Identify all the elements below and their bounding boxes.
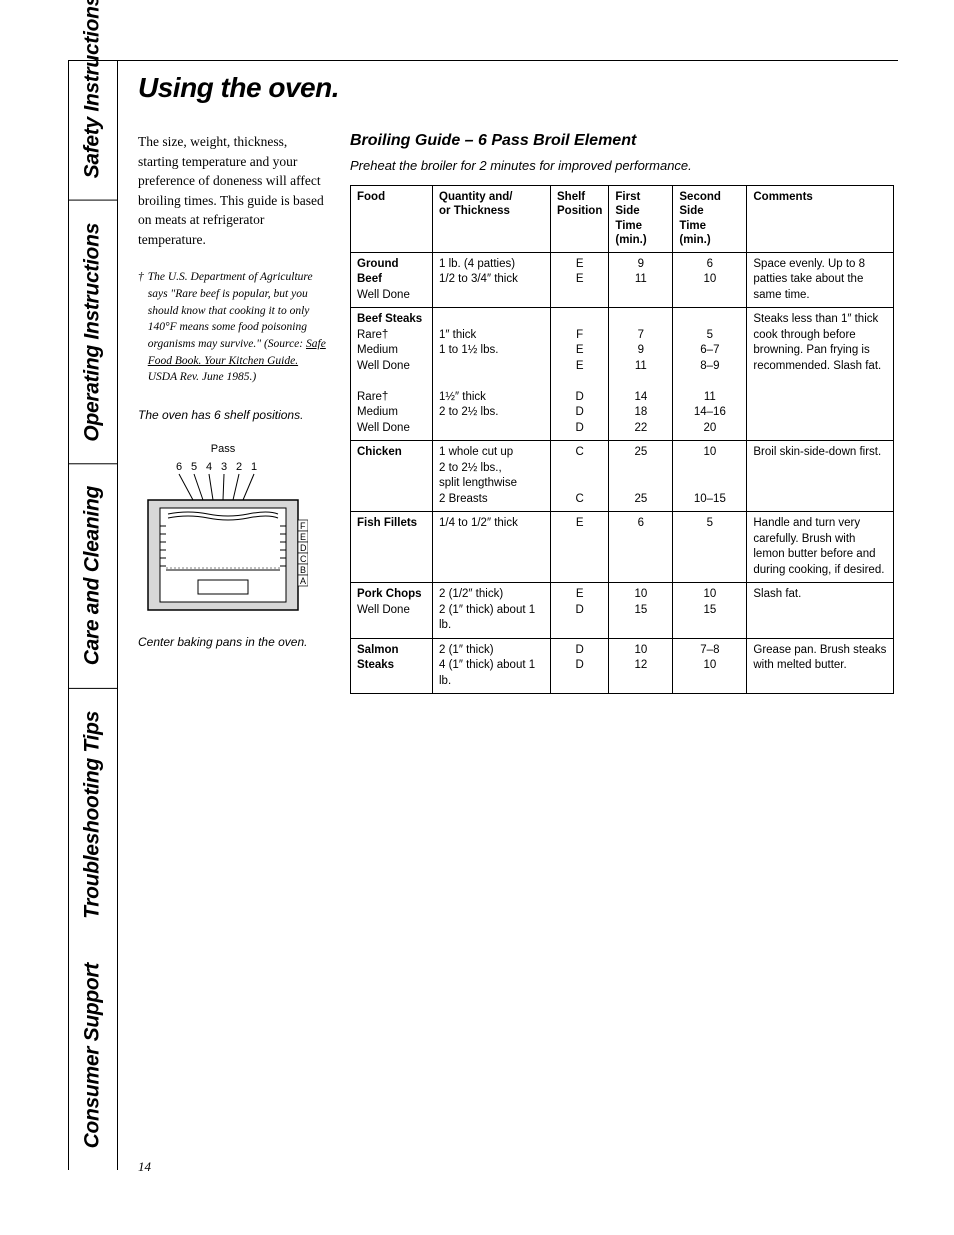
broiling-guide-title: Broiling Guide – 6 Pass Broil Element [350,132,894,150]
cell-first: 1015 [609,583,673,639]
center-pans-caption: Center baking pans in the oven. [138,635,328,649]
cell-first: 7911141822 [609,308,673,441]
cell-shelf: EE [551,252,609,308]
shelf-positions-caption: The oven has 6 shelf positions. [138,408,328,422]
intro-text: The size, weight, thickness, starting te… [138,132,328,249]
cell-qty: 2 (1″ thick)4 (1″ thick) about 1 lb. [433,638,551,694]
svg-text:B: B [300,565,306,575]
table-row: Beef SteaksRare†MediumWell DoneRare†Medi… [351,308,894,441]
cell-comments: Slash fat. [747,583,894,639]
table-row: Pork ChopsWell Done2 (1/2″ thick)2 (1″ t… [351,583,894,639]
cell-shelf: DD [551,638,609,694]
page-number: 14 [138,1159,151,1175]
table-row: Fish Fillets1/4 to 1/2″ thickE65Handle a… [351,512,894,583]
th-quantity: Quantity and/or Thickness [433,186,551,253]
th-food: Food [351,186,433,253]
cell-shelf: ED [551,583,609,639]
cell-comments: Broil skin-side-down first. [747,441,894,512]
cell-second: 610 [673,252,747,308]
cell-first: 911 [609,252,673,308]
cell-second: 1015 [673,583,747,639]
main-content: Using the oven. The size, weight, thickn… [138,72,894,694]
tab-safety-instructions: Safety Instructions [68,0,117,200]
cell-comments: Space evenly. Up to 8 patties take about… [747,252,894,308]
cell-qty: 1 lb. (4 patties)1/2 to 3/4″ thick [433,252,551,308]
cell-first: 6 [609,512,673,583]
cell-food: Beef SteaksRare†MediumWell DoneRare†Medi… [351,308,433,441]
svg-text:F: F [300,521,306,531]
cell-shelf: E [551,512,609,583]
broiling-guide-subtitle: Preheat the broiler for 2 minutes for im… [350,158,894,173]
footnote-body: The U.S. Department of Agriculture says … [148,269,328,386]
cell-qty: 2 (1/2″ thick)2 (1″ thick) about 1 lb. [433,583,551,639]
cell-shelf: CC [551,441,609,512]
svg-text:E: E [300,532,306,542]
cell-shelf: FEEDDD [551,308,609,441]
dagger-symbol: † [138,269,144,386]
cell-first: 2525 [609,441,673,512]
svg-text:2: 2 [236,461,242,473]
svg-text:3: 3 [221,461,227,473]
table-row: Ground BeefWell Done1 lb. (4 patties)1/2… [351,252,894,308]
cell-qty: 1″ thick1 to 1½ lbs.1½″ thick2 to 2½ lbs… [433,308,551,441]
svg-text:4: 4 [206,461,212,473]
tab-consumer-support: Consumer Support [68,941,117,1170]
cell-second: 5 [673,512,747,583]
svg-text:1: 1 [251,461,257,473]
cell-food: Pork ChopsWell Done [351,583,433,639]
svg-text:Pass: Pass [211,443,236,455]
th-first-side: First SideTime (min.) [609,186,673,253]
page-title: Using the oven. [138,72,894,104]
tab-care-and-cleaning: Care and Cleaning [68,463,117,687]
tab-operating-instructions: Operating Instructions [68,200,117,464]
oven-diagram: Pass 6 5 4 3 2 1 [138,440,308,625]
cell-comments: Handle and turn very carefully. Brush wi… [747,512,894,583]
table-row: Chicken1 whole cut up2 to 2½ lbs.,split … [351,441,894,512]
svg-text:D: D [300,543,307,553]
side-tabs: Consumer Support Troubleshooting Tips Ca… [68,60,118,1170]
right-column: Broiling Guide – 6 Pass Broil Element Pr… [350,132,894,694]
cell-food: Ground BeefWell Done [351,252,433,308]
svg-text:6: 6 [176,461,182,473]
left-column: The size, weight, thickness, starting te… [138,132,328,694]
cell-food: Salmon Steaks [351,638,433,694]
cell-comments: Steaks less than 1″ thick cook through b… [747,308,894,441]
cell-second: 7–810 [673,638,747,694]
th-shelf: ShelfPosition [551,186,609,253]
svg-text:5: 5 [191,461,197,473]
tab-troubleshooting-tips: Troubleshooting Tips [68,688,117,941]
usda-footnote: † The U.S. Department of Agriculture say… [138,269,328,386]
th-comments: Comments [747,186,894,253]
table-header-row: Food Quantity and/or Thickness ShelfPosi… [351,186,894,253]
svg-text:A: A [300,576,306,586]
svg-text:C: C [300,554,307,564]
cell-qty: 1/4 to 1/2″ thick [433,512,551,583]
cell-first: 1012 [609,638,673,694]
cell-qty: 1 whole cut up2 to 2½ lbs.,split lengthw… [433,441,551,512]
th-second-side: Second SideTime (min.) [673,186,747,253]
cell-comments: Grease pan. Brush steaks with melted but… [747,638,894,694]
cell-food: Chicken [351,441,433,512]
table-row: Salmon Steaks2 (1″ thick)4 (1″ thick) ab… [351,638,894,694]
cell-food: Fish Fillets [351,512,433,583]
cell-second: 56–78–91114–1620 [673,308,747,441]
broiling-guide-table: Food Quantity and/or Thickness ShelfPosi… [350,185,894,694]
cell-second: 1010–15 [673,441,747,512]
